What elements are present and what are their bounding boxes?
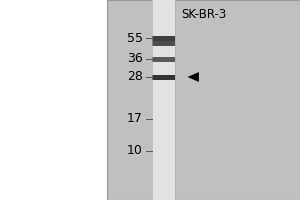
Text: 28: 28 <box>127 71 142 84</box>
Bar <box>152 41 175 46</box>
Bar <box>152 0 175 200</box>
Bar <box>152 36 175 41</box>
Text: 10: 10 <box>127 144 142 158</box>
Bar <box>0 0 106 200</box>
Bar <box>152 75 175 80</box>
Text: 36: 36 <box>127 52 142 66</box>
Text: SK-BR-3: SK-BR-3 <box>182 8 226 21</box>
Bar <box>106 0 300 200</box>
Bar <box>152 57 175 62</box>
Bar <box>106 0 300 200</box>
Text: 17: 17 <box>127 112 142 126</box>
Polygon shape <box>188 72 199 82</box>
Text: 55: 55 <box>127 31 142 45</box>
